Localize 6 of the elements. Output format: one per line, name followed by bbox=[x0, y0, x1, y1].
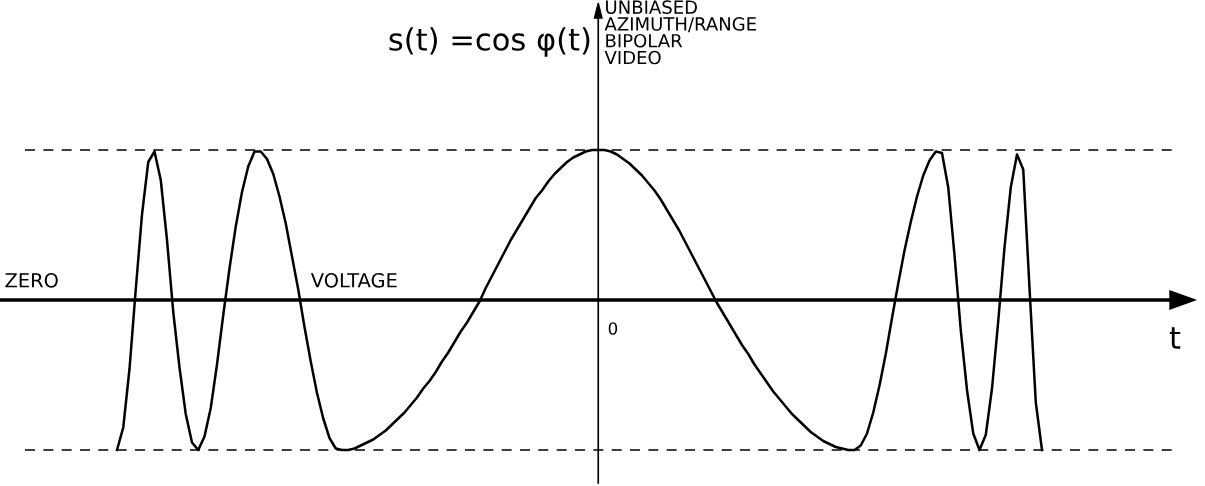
text: UNBIASED AZIMUTH/RANGE BIPOLAR VIDEO bbox=[604, 0, 756, 65]
y-axis-title: s(t) =cos φ(t) bbox=[389, 27, 590, 57]
annotation: 0 bbox=[608, 322, 618, 335]
text: ZERO bbox=[5, 272, 58, 288]
x-axis-title: t bbox=[1169, 327, 1181, 349]
annotation: VOLTAGE bbox=[310, 272, 397, 288]
